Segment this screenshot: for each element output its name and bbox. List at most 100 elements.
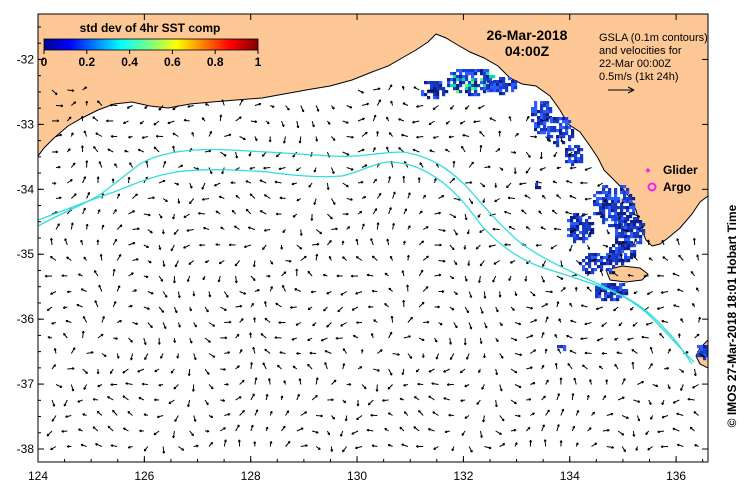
sst-pixel: [602, 212, 606, 216]
sst-pixel: [599, 203, 603, 207]
velocity-arrow: [346, 167, 354, 171]
velocity-arrow: [254, 102, 262, 106]
velocity-arrow: [96, 176, 100, 184]
velocity-arrow: [613, 306, 619, 312]
velocity-arrow: [494, 182, 498, 188]
velocity-arrow: [602, 244, 609, 248]
velocity-arrow: [172, 132, 179, 137]
sst-pixel: [582, 240, 586, 244]
sst-pixel: [608, 191, 612, 195]
sst-pixel: [621, 247, 625, 251]
velocity-arrow: [600, 213, 604, 219]
velocity-arrow: [617, 241, 625, 246]
velocity-arrow: [235, 116, 242, 122]
velocity-arrow: [620, 198, 624, 205]
sst-pixel: [540, 101, 544, 105]
sst-pixel: [630, 235, 634, 239]
sst-pixel: [602, 188, 606, 192]
sst-pixel: [543, 125, 547, 129]
velocity-arrow: [574, 287, 578, 292]
sst-pixel: [453, 72, 457, 76]
velocity-arrow: [375, 384, 379, 392]
velocity-arrow: [402, 102, 409, 106]
colorbar-tick-label: 0.8: [207, 55, 224, 69]
velocity-arrow: [344, 415, 348, 422]
sst-pixel: [540, 131, 544, 135]
sst-pixel: [514, 80, 518, 84]
velocity-arrow: [418, 337, 425, 342]
sst-pixel: [568, 148, 572, 152]
velocity-arrow: [495, 430, 502, 435]
gsla-contour-1: [38, 148, 695, 363]
sst-pixel: [571, 132, 575, 136]
velocity-arrow: [221, 167, 225, 175]
velocity-arrow: [234, 275, 238, 284]
sst-pixel: [615, 259, 619, 263]
velocity-arrow: [468, 291, 473, 298]
colorbar-title: std dev of 4hr SST comp: [80, 21, 221, 35]
velocity-arrow: [479, 306, 484, 314]
sst-pixel: [468, 90, 472, 94]
sst-pixel: [493, 89, 497, 93]
velocity-arrow: [432, 136, 439, 139]
velocity-arrow: [208, 322, 216, 327]
sst-pixel: [546, 104, 550, 108]
x-tick-label: 134: [560, 469, 580, 483]
x-tick-label: 126: [134, 469, 154, 483]
velocity-arrow: [245, 180, 252, 184]
sst-pixel: [626, 218, 630, 222]
velocity-arrow: [189, 306, 192, 312]
velocity-arrow: [220, 399, 226, 402]
velocity-arrow: [157, 337, 161, 345]
velocity-arrow: [554, 362, 558, 370]
x-tick-label: 124: [28, 469, 48, 483]
velocity-arrow: [95, 132, 103, 137]
sst-pixel: [585, 237, 589, 241]
velocity-arrow: [657, 274, 665, 278]
velocity-arrow: [204, 368, 210, 375]
sst-pixel: [700, 351, 704, 355]
sst-pixel: [588, 262, 592, 266]
sst-pixel: [626, 200, 630, 204]
velocity-arrow: [47, 336, 53, 339]
velocity-arrow: [70, 347, 76, 354]
velocity-arrow: [331, 415, 335, 420]
sst-pixel: [612, 259, 616, 263]
velocity-arrow: [327, 398, 334, 402]
velocity-arrow: [676, 238, 680, 246]
sst-pixel: [582, 265, 586, 269]
velocity-arrow: [346, 383, 352, 386]
colorbar-tick-label: 0.4: [121, 55, 138, 69]
sst-pixel: [602, 197, 606, 201]
velocity-arrow: [672, 399, 680, 404]
velocity-arrow: [97, 333, 104, 339]
sst-pixel: [623, 197, 627, 201]
sst-pixel: [499, 92, 503, 96]
velocity-arrow: [438, 195, 445, 199]
sst-pixel: [697, 354, 701, 358]
velocity-arrow: [346, 135, 354, 139]
velocity-arrow: [406, 254, 410, 261]
velocity-arrow: [312, 242, 320, 246]
velocity-arrow: [584, 167, 592, 171]
velocity-arrow: [220, 151, 227, 157]
sst-pixel: [617, 200, 621, 204]
sst-pixel: [619, 292, 623, 296]
sst-pixel: [427, 96, 431, 100]
velocity-arrow: [370, 413, 378, 417]
velocity-arrow: [530, 319, 538, 323]
sst-pixel: [540, 104, 544, 108]
velocity-arrow: [280, 395, 284, 401]
velocity-arrow: [390, 315, 394, 323]
velocity-arrow: [250, 302, 255, 308]
sst-pixel: [582, 234, 586, 238]
velocity-arrow: [434, 305, 440, 309]
sst-pixel: [430, 90, 434, 94]
velocity-arrow: [438, 229, 446, 232]
velocity-arrow: [694, 444, 699, 447]
sst-pixel: [577, 157, 581, 161]
velocity-arrow: [296, 352, 301, 355]
velocity-arrow: [346, 105, 353, 109]
sst-pixel: [603, 256, 607, 260]
velocity-arrow: [326, 291, 332, 295]
